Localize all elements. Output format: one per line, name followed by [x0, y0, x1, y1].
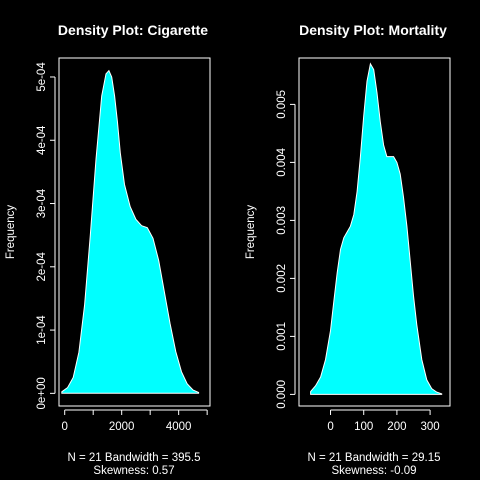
cigarette-y-tick-label: 1e-04	[36, 315, 48, 345]
mortality-y-tick-label: 0.003	[276, 206, 288, 235]
cigarette-y-tick-label: 3e-04	[36, 188, 48, 218]
mortality-density-panel: Density Plot: Mortality Frequency N = 21…	[245, 22, 451, 477]
cigarette-x-tick-label: 4000	[166, 421, 192, 433]
cigarette-density-panel: Density Plot: Cigarette Frequency N = 21…	[5, 22, 211, 477]
mortality-y-tick-label: 0.001	[276, 322, 288, 351]
cigarette-x-tick-label: 0	[61, 421, 67, 433]
cigarette-bandwidth-note: N = 21 Bandwidth = 395.5	[68, 452, 201, 464]
mortality-x-tick-label: 0	[327, 421, 333, 433]
cigarette-plot-frame	[58, 57, 211, 407]
cigarette-density-area	[61, 69, 200, 394]
cigarette-y-tick-label: 5e-04	[36, 62, 48, 92]
mortality-chart-title: Density Plot: Mortality	[299, 22, 447, 38]
mortality-y-tick-label: 0.000	[276, 380, 288, 409]
mortality-plot-frame	[298, 57, 451, 407]
mortality-y-tick-label: 0.004	[276, 147, 288, 176]
cigarette-y-tick-label: 0e+00	[36, 377, 48, 409]
mortality-x-tick-label: 300	[420, 421, 439, 433]
cigarette-chart-title: Density Plot: Cigarette	[58, 22, 208, 38]
cigarette-y-tick-label: 4e-04	[36, 125, 48, 155]
cigarette-y-tick-label: 2e-04	[36, 251, 48, 281]
mortality-bandwidth-note: N = 21 Bandwidth = 29.15	[308, 452, 441, 464]
mortality-x-tick-label: 100	[354, 421, 373, 433]
mortality-y-tick-label: 0.005	[276, 90, 288, 119]
mortality-y-tick-label: 0.002	[276, 264, 288, 293]
cigarette-y-axis-label: Frequency	[5, 205, 17, 260]
cigarette-x-tick-label: 2000	[109, 421, 135, 433]
mortality-x-tick-label: 200	[387, 421, 406, 433]
cigarette-skewness-note: Skewness: 0.57	[93, 465, 174, 477]
mortality-y-axis-label: Frequency	[245, 205, 257, 260]
mortality-density-area	[310, 62, 443, 395]
mortality-skewness-note: Skewness: -0.09	[331, 465, 416, 477]
